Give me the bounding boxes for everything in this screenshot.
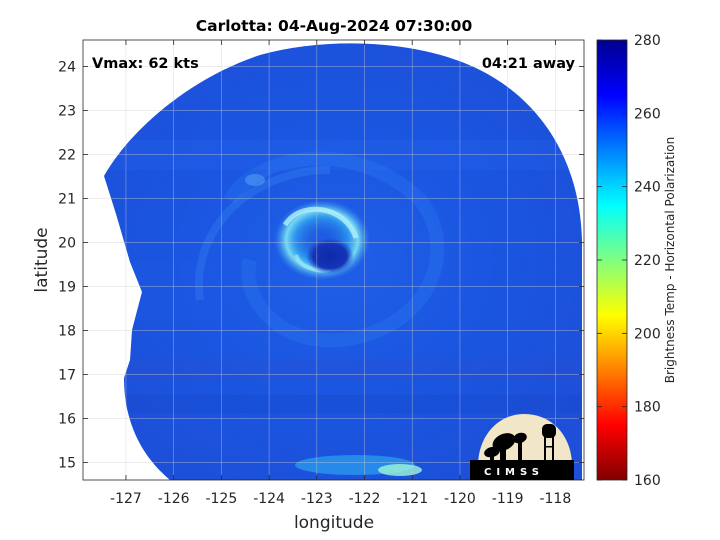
chart-title: Carlotta: 04-Aug-2024 07:30:00 <box>196 17 473 35</box>
y-axis-ticks: 15 16 17 18 19 20 21 22 23 24 <box>58 59 584 471</box>
x-tick-label: -126 <box>158 491 190 507</box>
y-tick-label: 16 <box>58 411 76 427</box>
vmax-annotation: Vmax: 62 kts <box>92 56 199 72</box>
x-tick-label: -127 <box>110 491 142 507</box>
y-tick-label: 21 <box>58 191 76 207</box>
y-tick-label: 20 <box>58 235 76 251</box>
colorbar-tick-label: 200 <box>634 326 661 342</box>
colorbar-tick-label: 220 <box>634 253 661 269</box>
time-offset-annotation: 04:21 away <box>482 56 576 72</box>
colorbar-ticks: 160 180 200 220 240 260 280 <box>597 33 661 489</box>
colorbar-tick-label: 180 <box>634 400 661 416</box>
colorbar-tick-label: 240 <box>634 180 661 196</box>
y-tick-label: 22 <box>58 147 76 163</box>
y-tick-label: 23 <box>58 103 76 119</box>
x-tick-label: -121 <box>396 491 428 507</box>
colorbar-label: Brightness Temp - Horizontal Polarizatio… <box>663 137 677 384</box>
x-tick-label: -125 <box>205 491 237 507</box>
water-tower-icon <box>542 424 556 460</box>
cimss-logo: CIMSS <box>470 414 574 480</box>
axes-box <box>82 39 585 481</box>
x-tick-label: -119 <box>492 491 524 507</box>
grid-lines <box>83 40 584 480</box>
satellite-dish-icon <box>484 432 527 460</box>
x-tick-label: -120 <box>444 491 476 507</box>
y-tick-label: 15 <box>58 455 76 471</box>
y-tick-label: 17 <box>58 367 76 383</box>
y-tick-label: 24 <box>58 59 76 75</box>
x-axis-ticks: -127 -126 -125 -124 -123 -122 -121 -120 -119 -118 <box>110 40 571 507</box>
colorbar-tick-label: 260 <box>634 106 661 122</box>
x-tick-label: -123 <box>301 491 333 507</box>
x-tick-label: -122 <box>349 491 381 507</box>
cimss-logo-text: CIMSS <box>484 467 544 478</box>
y-axis-label: latitude <box>32 227 52 292</box>
y-tick-label: 18 <box>58 323 76 339</box>
x-tick-label: -118 <box>539 491 571 507</box>
x-tick-label: -124 <box>253 491 285 507</box>
colorbar-tick-label: 160 <box>634 473 661 489</box>
y-tick-label: 19 <box>58 279 76 295</box>
colorbar-tick-label: 280 <box>634 33 661 49</box>
x-axis-label: longitude <box>294 513 374 533</box>
